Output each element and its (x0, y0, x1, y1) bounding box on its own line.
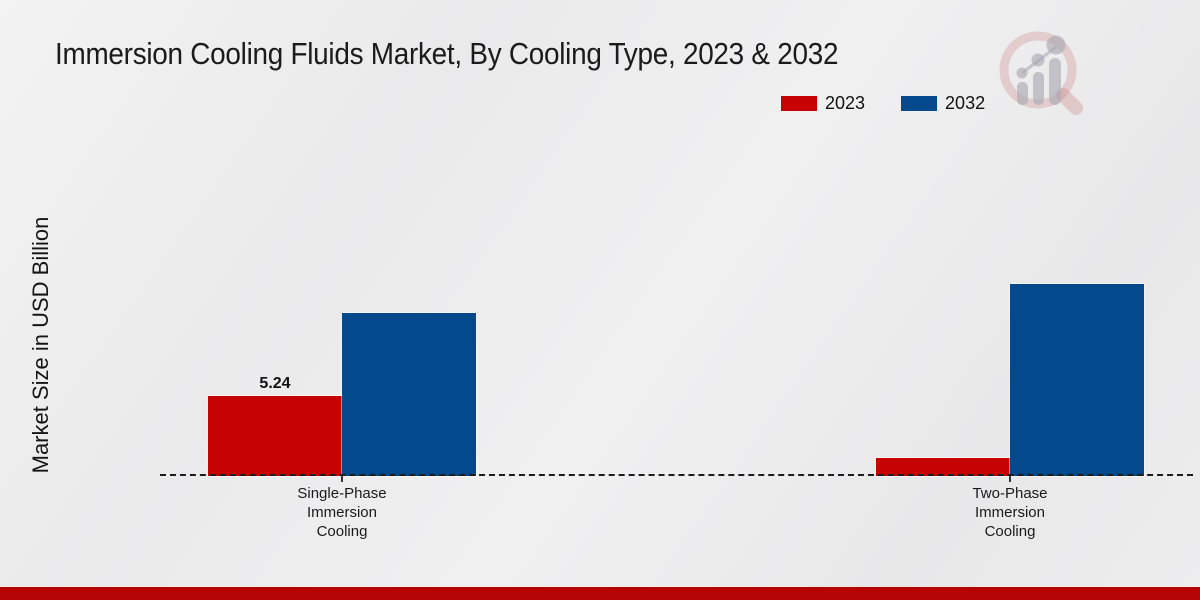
x-axis-tick (341, 476, 343, 482)
legend-item-2032: 2032 (901, 93, 985, 114)
legend-label: 2023 (825, 93, 866, 113)
magnifier-bar-chart-logo-icon (999, 31, 1083, 115)
category-label: Single-Phase Immersion Cooling (297, 485, 387, 540)
legend-label: 2032 (945, 93, 986, 113)
x-axis-baseline (160, 474, 1193, 476)
bar-value-label: 5.24 (259, 375, 291, 392)
chart-title: Immersion Cooling Fluids Market, By Cool… (55, 36, 839, 71)
footer-accent-bar (0, 587, 1200, 600)
legend-swatch-2032 (901, 96, 938, 111)
bar-2032-single-phase-immersion-cooling (342, 313, 476, 476)
category-label: Two-Phase Immersion Cooling (972, 485, 1048, 540)
bar-2032-two-phase-immersion-cooling (1010, 284, 1144, 476)
bar-2023-two-phase-immersion-cooling (876, 458, 1010, 476)
y-axis-label: Market Size in USD Billion (28, 216, 53, 474)
x-axis-tick (1009, 476, 1011, 482)
legend-swatch-2023 (781, 96, 817, 111)
legend-item-2023: 2023 (781, 93, 865, 114)
legend: 2023 2032 (781, 93, 985, 114)
bar-2023-single-phase-immersion-cooling (208, 396, 342, 476)
